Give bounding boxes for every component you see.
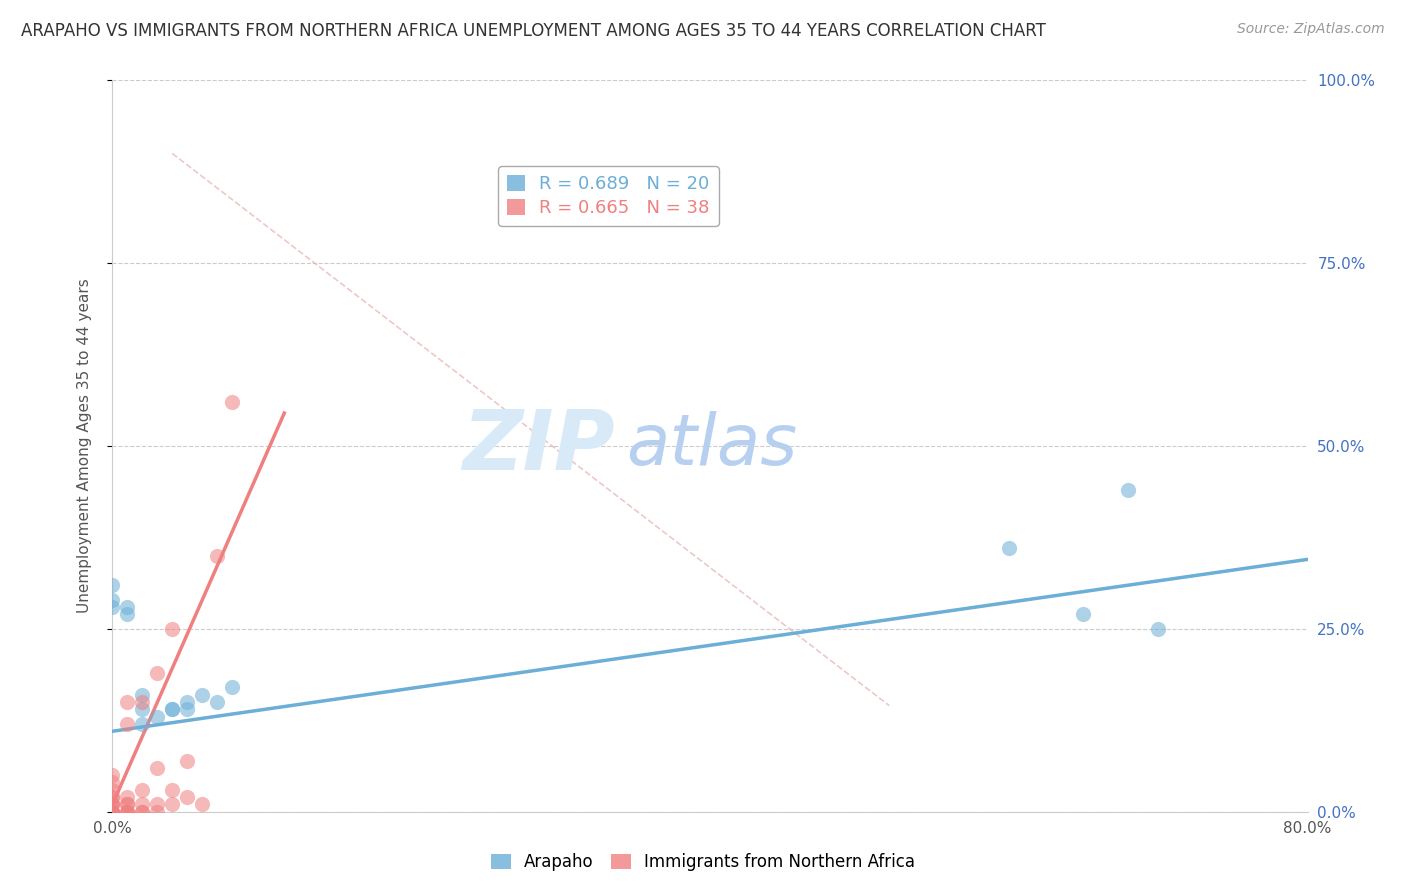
- Point: [101, 592, 124, 607]
- Point: [101, 790, 124, 805]
- Point: [101, 797, 124, 812]
- Point: [101, 797, 124, 812]
- Point: [162, 782, 183, 797]
- Point: [117, 797, 139, 812]
- Y-axis label: Unemployment Among Ages 35 to 44 years: Unemployment Among Ages 35 to 44 years: [77, 278, 91, 614]
- Point: [176, 695, 198, 709]
- Point: [205, 549, 228, 563]
- Point: [176, 754, 198, 768]
- Point: [117, 805, 139, 819]
- Point: [131, 782, 153, 797]
- Point: [117, 695, 139, 709]
- Point: [117, 717, 139, 731]
- Point: [117, 805, 139, 819]
- Point: [101, 805, 124, 819]
- Point: [1147, 622, 1170, 636]
- Point: [101, 775, 124, 789]
- Point: [146, 805, 169, 819]
- Point: [131, 797, 153, 812]
- Point: [162, 702, 183, 716]
- Point: [131, 717, 153, 731]
- Point: [131, 805, 153, 819]
- Point: [101, 805, 124, 819]
- Point: [221, 681, 243, 695]
- Point: [162, 797, 183, 812]
- Point: [117, 790, 139, 805]
- Point: [101, 805, 124, 819]
- Point: [101, 797, 124, 812]
- Point: [117, 607, 139, 622]
- Point: [1118, 483, 1140, 497]
- Point: [162, 622, 183, 636]
- Point: [101, 768, 124, 782]
- Point: [101, 599, 124, 614]
- Point: [162, 702, 183, 716]
- Point: [131, 805, 153, 819]
- Text: atlas: atlas: [627, 411, 797, 481]
- Point: [146, 709, 169, 723]
- Text: ARAPAHO VS IMMIGRANTS FROM NORTHERN AFRICA UNEMPLOYMENT AMONG AGES 35 TO 44 YEAR: ARAPAHO VS IMMIGRANTS FROM NORTHERN AFRI…: [21, 22, 1046, 40]
- Point: [131, 702, 153, 716]
- Point: [131, 695, 153, 709]
- Text: Source: ZipAtlas.com: Source: ZipAtlas.com: [1237, 22, 1385, 37]
- Text: ZIP: ZIP: [461, 406, 614, 486]
- Point: [101, 790, 124, 805]
- Point: [191, 797, 214, 812]
- Point: [191, 688, 214, 702]
- Point: [101, 805, 124, 819]
- Point: [101, 805, 124, 819]
- Point: [205, 695, 228, 709]
- Point: [176, 702, 198, 716]
- Point: [117, 797, 139, 812]
- Point: [101, 578, 124, 592]
- Point: [146, 761, 169, 775]
- Legend: R = 0.689   N = 20, R = 0.665   N = 38: R = 0.689 N = 20, R = 0.665 N = 38: [498, 166, 718, 226]
- Point: [176, 790, 198, 805]
- Point: [117, 805, 139, 819]
- Legend: Arapaho, Immigrants from Northern Africa: Arapaho, Immigrants from Northern Africa: [482, 845, 924, 880]
- Point: [146, 665, 169, 680]
- Point: [101, 782, 124, 797]
- Point: [131, 688, 153, 702]
- Point: [221, 395, 243, 409]
- Point: [146, 797, 169, 812]
- Point: [117, 599, 139, 614]
- Point: [998, 541, 1021, 556]
- Point: [1073, 607, 1095, 622]
